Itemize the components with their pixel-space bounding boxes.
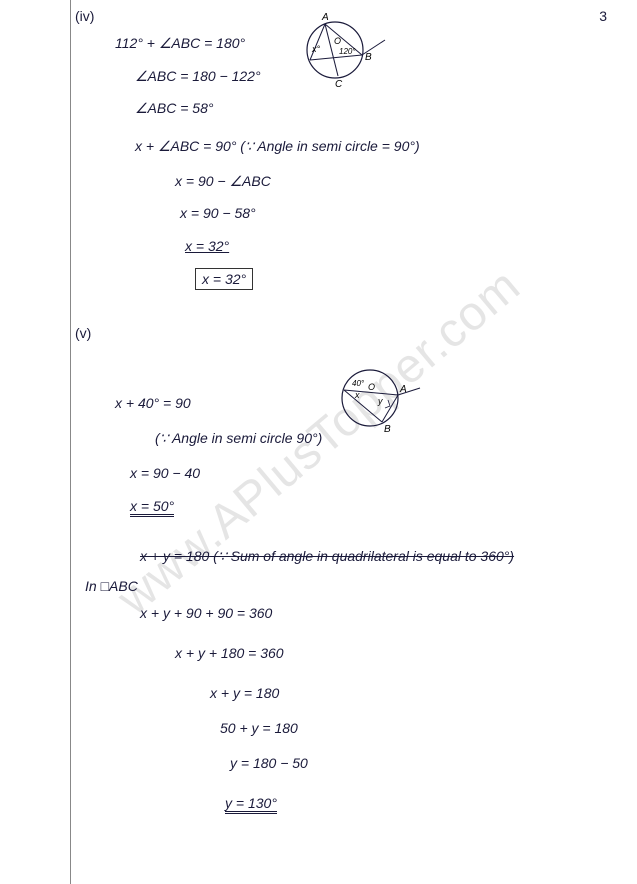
margin-rule bbox=[70, 0, 71, 884]
svg-text:120°: 120° bbox=[339, 47, 356, 56]
svg-text:O: O bbox=[368, 382, 375, 392]
v-line-9: 50 + y = 180 bbox=[220, 720, 298, 736]
v-line-2: x = 90 − 40 bbox=[130, 465, 200, 481]
v-line-8: x + y = 180 bbox=[210, 685, 279, 701]
svg-text:x°: x° bbox=[311, 44, 321, 54]
svg-text:y: y bbox=[377, 396, 383, 406]
v-line-3: x = 50° bbox=[130, 498, 174, 517]
iv-line-1: ∠ABC = 180 − 122° bbox=[135, 68, 261, 85]
diagram-v: A B O 40° y x bbox=[330, 360, 430, 440]
iv-line-2: ∠ABC = 58° bbox=[135, 100, 213, 117]
q-iv-label: (iv) bbox=[75, 8, 94, 24]
svg-text:O: O bbox=[334, 36, 341, 46]
iv-line-4: x = 90 − ∠ABC bbox=[175, 173, 271, 190]
v-line-7: x + y + 180 = 360 bbox=[175, 645, 284, 661]
svg-text:B: B bbox=[365, 52, 372, 63]
v-line-11: y = 130° bbox=[225, 795, 277, 814]
svg-text:A: A bbox=[321, 12, 329, 23]
svg-text:A: A bbox=[399, 384, 407, 395]
v-line-4: x + y = 180 (∵ Sum of angle in quadrilat… bbox=[140, 548, 514, 565]
v-line-0: x + 40° = 90 bbox=[115, 395, 191, 411]
iv-boxed-answer: x = 32° bbox=[195, 268, 253, 290]
svg-text:x: x bbox=[354, 390, 360, 400]
iv-line-3: x + ∠ABC = 90° (∵ Angle in semi circle =… bbox=[135, 138, 420, 155]
q-v-label: (v) bbox=[75, 325, 91, 341]
page-number: 3 bbox=[599, 8, 607, 24]
svg-text:B: B bbox=[384, 424, 391, 435]
svg-text:40°: 40° bbox=[352, 379, 365, 388]
iv-line-6: x = 32° bbox=[185, 238, 229, 254]
v-line-10: y = 180 − 50 bbox=[230, 755, 308, 771]
diagram-iv: A B C O x° 120° bbox=[290, 10, 390, 90]
svg-text:C: C bbox=[335, 79, 343, 90]
iv-line-0: 112° + ∠ABC = 180° bbox=[115, 35, 245, 52]
iv-line-5: x = 90 − 58° bbox=[180, 205, 256, 221]
v-line-1: (∵ Angle in semi circle 90°) bbox=[155, 430, 322, 447]
v-line-6: x + y + 90 + 90 = 360 bbox=[140, 605, 272, 621]
v-line-5: In □ABC bbox=[85, 578, 138, 594]
